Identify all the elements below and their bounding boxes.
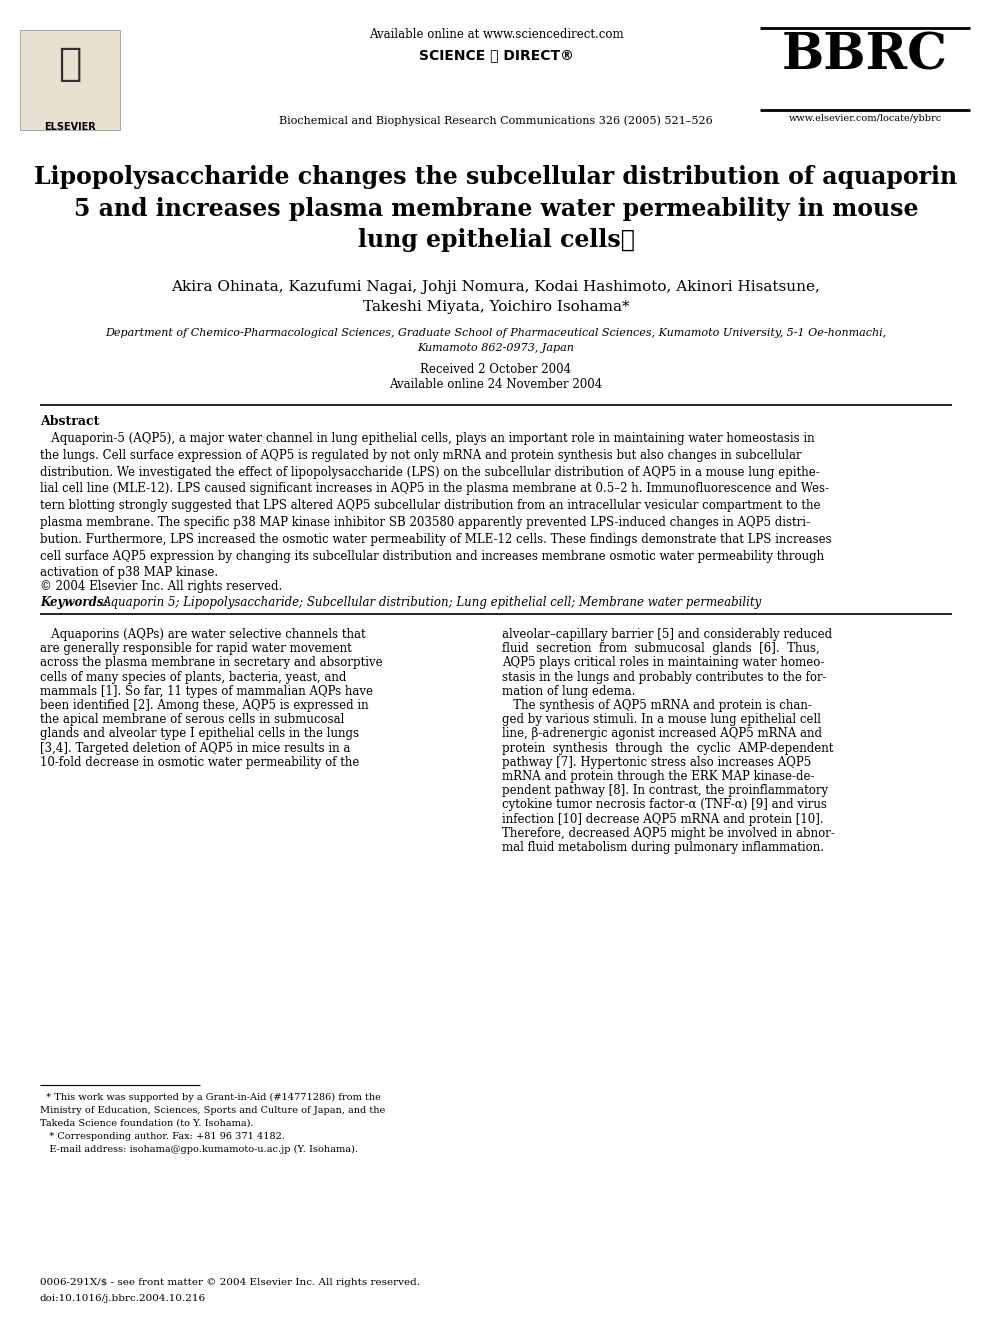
Text: the apical membrane of serous cells in submucosal: the apical membrane of serous cells in s… <box>40 713 344 726</box>
Text: Aquaporin-5 (AQP5), a major water channel in lung epithelial cells, plays an imp: Aquaporin-5 (AQP5), a major water channe… <box>40 433 831 579</box>
Text: ELSEVIER: ELSEVIER <box>44 122 96 132</box>
Text: line, β-adrenergic agonist increased AQP5 mRNA and: line, β-adrenergic agonist increased AQP… <box>502 728 822 741</box>
Text: protein  synthesis  through  the  cyclic  AMP-dependent: protein synthesis through the cyclic AMP… <box>502 742 833 754</box>
Text: The synthesis of AQP5 mRNA and protein is chan-: The synthesis of AQP5 mRNA and protein i… <box>502 699 811 712</box>
Text: © 2004 Elsevier Inc. All rights reserved.: © 2004 Elsevier Inc. All rights reserved… <box>40 579 283 593</box>
Text: alveolar–capillary barrier [5] and considerably reduced: alveolar–capillary barrier [5] and consi… <box>502 628 832 642</box>
Text: Akira Ohinata, Kazufumi Nagai, Johji Nomura, Kodai Hashimoto, Akinori Hisatsune,: Akira Ohinata, Kazufumi Nagai, Johji Nom… <box>172 280 820 294</box>
Text: Therefore, decreased AQP5 might be involved in abnor-: Therefore, decreased AQP5 might be invol… <box>502 827 835 840</box>
Text: Ministry of Education, Sciences, Sports and Culture of Japan, and the: Ministry of Education, Sciences, Sports … <box>40 1106 385 1115</box>
Text: cells of many species of plants, bacteria, yeast, and: cells of many species of plants, bacteri… <box>40 671 346 684</box>
Text: Department of Chemico-Pharmacological Sciences, Graduate School of Pharmaceutica: Department of Chemico-Pharmacological Sc… <box>105 328 887 337</box>
Text: Abstract: Abstract <box>40 415 99 429</box>
Text: fluid  secretion  from  submucosal  glands  [6].  Thus,: fluid secretion from submucosal glands [… <box>502 642 819 655</box>
Text: ged by various stimuli. In a mouse lung epithelial cell: ged by various stimuli. In a mouse lung … <box>502 713 821 726</box>
Text: E-mail address: isohama@gpo.kumamoto-u.ac.jp (Y. Isohama).: E-mail address: isohama@gpo.kumamoto-u.a… <box>40 1144 358 1154</box>
Text: glands and alveolar type I epithelial cells in the lungs: glands and alveolar type I epithelial ce… <box>40 728 359 741</box>
Text: been identified [2]. Among these, AQP5 is expressed in: been identified [2]. Among these, AQP5 i… <box>40 699 369 712</box>
Text: 0006-291X/$ - see front matter © 2004 Elsevier Inc. All rights reserved.: 0006-291X/$ - see front matter © 2004 El… <box>40 1278 420 1287</box>
Text: across the plasma membrane in secretary and absorptive: across the plasma membrane in secretary … <box>40 656 383 669</box>
Text: mRNA and protein through the ERK MAP kinase-de-: mRNA and protein through the ERK MAP kin… <box>502 770 814 783</box>
Text: Received 2 October 2004: Received 2 October 2004 <box>421 363 571 376</box>
Text: * This work was supported by a Grant-in-Aid (#14771286) from the: * This work was supported by a Grant-in-… <box>40 1093 381 1102</box>
Text: pathway [7]. Hypertonic stress also increases AQP5: pathway [7]. Hypertonic stress also incr… <box>502 755 811 769</box>
Text: Available online at www.sciencedirect.com: Available online at www.sciencedirect.co… <box>369 28 623 41</box>
Text: Aquaporins (AQPs) are water selective channels that: Aquaporins (AQPs) are water selective ch… <box>40 628 366 642</box>
Text: cytokine tumor necrosis factor-α (TNF-α) [9] and virus: cytokine tumor necrosis factor-α (TNF-α)… <box>502 798 827 811</box>
Text: Kumamoto 862-0973, Japan: Kumamoto 862-0973, Japan <box>418 343 574 353</box>
Text: doi:10.1016/j.bbrc.2004.10.216: doi:10.1016/j.bbrc.2004.10.216 <box>40 1294 206 1303</box>
Text: * Corresponding author. Fax: +81 96 371 4182.: * Corresponding author. Fax: +81 96 371 … <box>40 1132 285 1140</box>
Text: mammals [1]. So far, 11 types of mammalian AQPs have: mammals [1]. So far, 11 types of mammali… <box>40 685 373 697</box>
Text: Lipopolysaccharide changes the subcellular distribution of aquaporin
5 and incre: Lipopolysaccharide changes the subcellul… <box>35 165 957 253</box>
Text: stasis in the lungs and probably contributes to the for-: stasis in the lungs and probably contrib… <box>502 671 826 684</box>
Text: www.elsevier.com/locate/ybbrc: www.elsevier.com/locate/ybbrc <box>789 114 941 123</box>
Text: Biochemical and Biophysical Research Communications 326 (2005) 521–526: Biochemical and Biophysical Research Com… <box>279 115 713 126</box>
Text: Takeda Science foundation (to Y. Isohama).: Takeda Science foundation (to Y. Isohama… <box>40 1119 254 1129</box>
Text: pendent pathway [8]. In contrast, the proinflammatory: pendent pathway [8]. In contrast, the pr… <box>502 785 828 798</box>
Text: BBRC: BBRC <box>782 32 948 81</box>
Text: mal fluid metabolism during pulmonary inflammation.: mal fluid metabolism during pulmonary in… <box>502 841 824 855</box>
Text: SCIENCE ⓓ DIRECT®: SCIENCE ⓓ DIRECT® <box>419 48 573 62</box>
Text: Keywords:: Keywords: <box>40 595 112 609</box>
Text: AQP5 plays critical roles in maintaining water homeo-: AQP5 plays critical roles in maintaining… <box>502 656 824 669</box>
Text: [3,4]. Targeted deletion of AQP5 in mice results in a: [3,4]. Targeted deletion of AQP5 in mice… <box>40 742 350 754</box>
Text: 🌲: 🌲 <box>59 45 81 83</box>
Text: are generally responsible for rapid water movement: are generally responsible for rapid wate… <box>40 642 352 655</box>
Text: infection [10] decrease AQP5 mRNA and protein [10].: infection [10] decrease AQP5 mRNA and pr… <box>502 812 823 826</box>
Text: 10-fold decrease in osmotic water permeability of the: 10-fold decrease in osmotic water permea… <box>40 755 359 769</box>
Text: Available online 24 November 2004: Available online 24 November 2004 <box>390 378 602 392</box>
Text: Aquaporin 5; Lipopolysaccharide; Subcellular distribution; Lung epithelial cell;: Aquaporin 5; Lipopolysaccharide; Subcell… <box>103 595 762 609</box>
Text: Takeshi Miyata, Yoichiro Isohama*: Takeshi Miyata, Yoichiro Isohama* <box>363 300 629 314</box>
Bar <box>20 30 120 130</box>
Text: mation of lung edema.: mation of lung edema. <box>502 685 635 697</box>
